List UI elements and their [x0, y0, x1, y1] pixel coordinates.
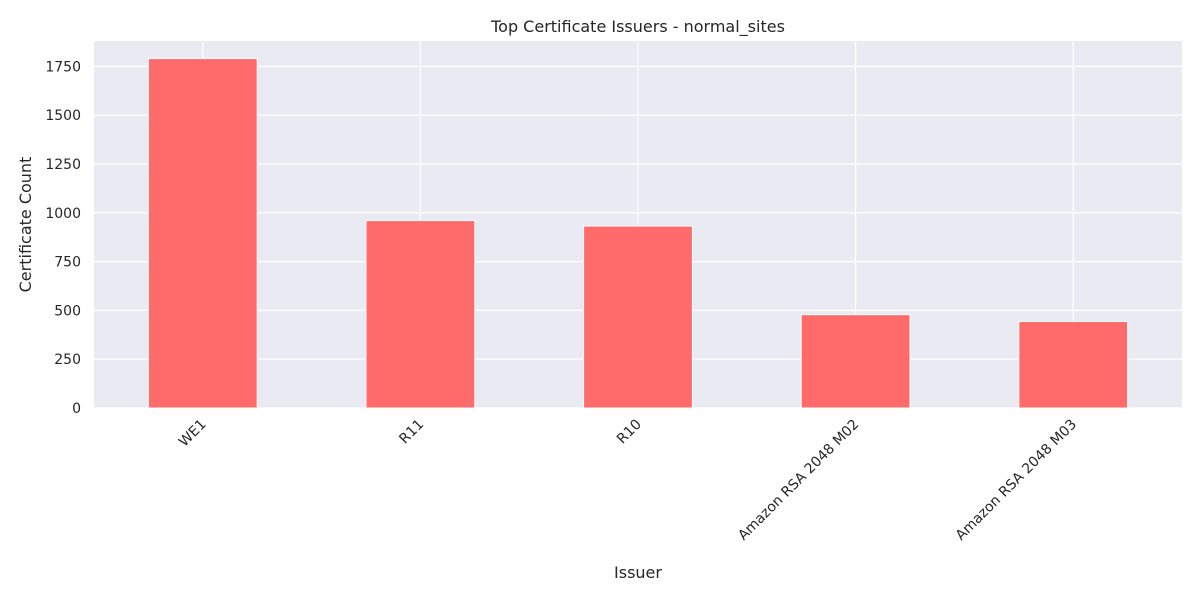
y-tick-label: 750 — [54, 255, 81, 271]
x-tick-label: R10 — [614, 417, 645, 448]
y-tick-label: 0 — [72, 401, 81, 417]
y-tick-label: 1500 — [45, 108, 81, 124]
y-tick-label: 500 — [54, 303, 81, 319]
y-tick-label: 250 — [54, 352, 81, 368]
bar-r10 — [583, 225, 693, 409]
x-tick-label: WE1 — [176, 417, 210, 451]
bar-amazon-rsa-2048-m02 — [800, 314, 911, 409]
chart-title: Top Certificate Issuers - normal_sites — [490, 17, 785, 37]
x-tick-label: Amazon RSA 2048 M03 — [953, 417, 1080, 544]
x-tick-labels: WE1 R11 R10 Amazon RSA 2048 M02 Amazon RSA 2… — [176, 417, 1080, 544]
bar-amazon-rsa-2048-m03 — [1018, 321, 1129, 409]
bar-r11 — [365, 220, 476, 409]
y-axis-label: Certificate Count — [16, 157, 35, 293]
x-tick-label: Amazon RSA 2048 M02 — [735, 417, 862, 544]
y-tick-label: 1250 — [45, 157, 81, 173]
x-tick-label: R11 — [396, 417, 427, 448]
bars — [147, 58, 1129, 409]
y-tick-labels: 0 250 500 750 1000 1250 1500 1750 — [45, 59, 81, 417]
y-tick-label: 1000 — [45, 206, 81, 222]
x-axis-label: Issuer — [614, 563, 662, 582]
bar-we1 — [147, 58, 258, 409]
y-tick-label: 1750 — [45, 59, 81, 75]
